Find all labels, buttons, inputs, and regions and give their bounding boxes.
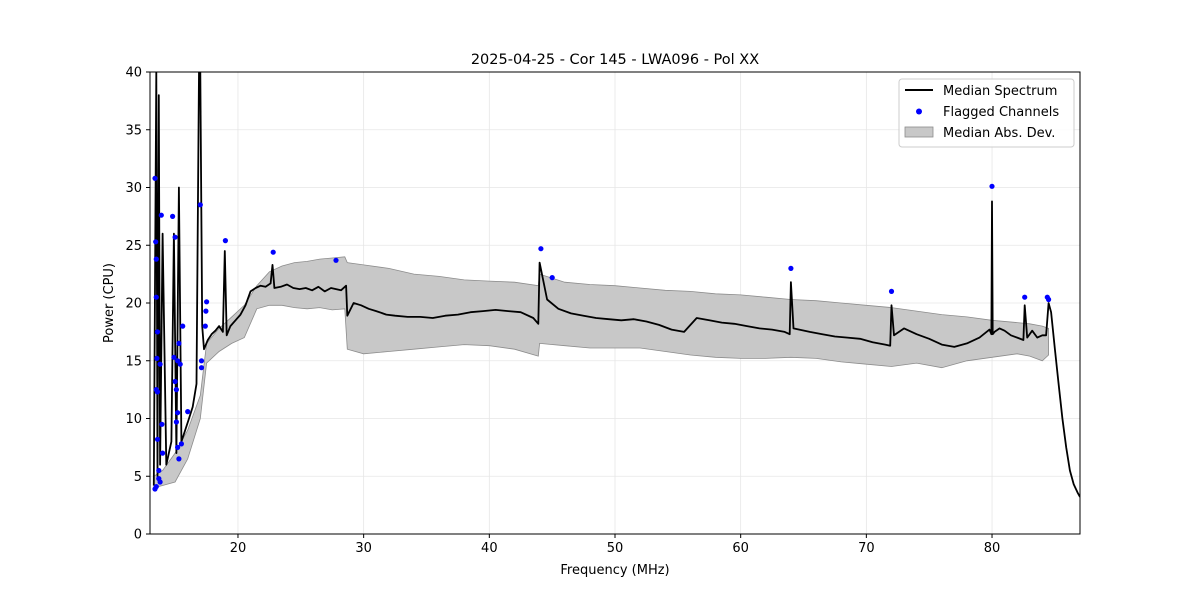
flagged-channel-point <box>176 340 182 346</box>
legend: Median Spectrum Flagged Channels Median … <box>898 78 1075 148</box>
flagged-channel-point <box>154 436 161 442</box>
flagged-channel-point <box>172 234 178 240</box>
flagged-channel-point <box>270 249 276 255</box>
flagged-channel-point <box>185 409 191 415</box>
legend-label-flagged-channels: Flagged Channels <box>943 105 1059 120</box>
y-tick-label: 25 <box>125 239 142 254</box>
flagged-channel-point <box>178 441 184 447</box>
x-tick-label: 80 <box>984 541 1001 556</box>
flagged-channel-point <box>176 456 182 462</box>
x-tick-label: 50 <box>607 541 624 556</box>
y-tick-label: 15 <box>125 354 142 369</box>
flagged-channel-point <box>788 265 794 271</box>
legend-swatch-flagged-channels <box>916 108 922 115</box>
flagged-channel-point <box>175 410 181 416</box>
axis-ticks: 20 30 40 50 60 70 80 0 5 10 15 20 25 30 35 40 <box>125 66 1000 557</box>
flagged-channel-point <box>153 256 159 262</box>
flagged-channel-point <box>160 450 166 456</box>
flagged-channel-point <box>156 467 162 474</box>
x-tick-label: 60 <box>732 541 749 556</box>
median-spectrum-line <box>152 72 1080 498</box>
y-tick-label: 20 <box>125 297 142 312</box>
plot-data <box>152 72 1080 498</box>
flagged-channel-point <box>157 479 163 485</box>
flagged-channel-point <box>154 329 161 335</box>
flagged-channel-point <box>1022 294 1028 300</box>
x-axis-label: Frequency (MHz) <box>560 563 669 578</box>
flagged-channel-point <box>171 354 177 360</box>
flagged-channel-point <box>549 275 555 281</box>
legend-label-median-abs-dev: Median Abs. Dev. <box>943 126 1055 141</box>
flagged-channel-point <box>153 294 159 300</box>
flagged-channel-point <box>333 257 339 263</box>
y-tick-label: 30 <box>125 181 142 196</box>
flagged-channel-point <box>180 323 186 329</box>
flagged-channel-point <box>202 323 208 329</box>
flagged-channel-point <box>153 239 159 245</box>
flagged-channel-point <box>175 444 181 450</box>
legend-swatch-median-abs-dev <box>904 126 934 138</box>
flagged-channel-point <box>157 361 163 367</box>
chart-title: 2025-04-25 - Cor 145 - LWA096 - Pol XX <box>471 52 759 68</box>
flagged-channel-point <box>158 212 164 218</box>
flagged-channel-point <box>1046 296 1052 303</box>
flagged-channel-point <box>159 421 165 427</box>
y-tick-label: 10 <box>125 412 142 427</box>
y-tick-label: 35 <box>125 123 142 138</box>
flagged-channel-point <box>173 387 179 393</box>
flagged-channel-point <box>173 419 179 425</box>
x-tick-label: 20 <box>230 541 247 556</box>
flagged-channel-point <box>152 175 158 181</box>
flagged-channel-point <box>172 378 178 385</box>
flagged-channel-point <box>989 183 995 189</box>
flagged-channel-point <box>152 486 158 492</box>
flagged-channel-point <box>198 365 205 371</box>
y-tick-label: 40 <box>125 66 142 81</box>
flagged-channel-point <box>203 308 209 314</box>
flagged-channel-point <box>154 389 161 395</box>
flagged-channel-point <box>177 361 183 367</box>
median-abs-dev-band <box>153 256 1049 489</box>
y-axis-label: Power (CPU) <box>102 263 117 343</box>
x-tick-label: 40 <box>481 541 498 556</box>
flagged-channel-point <box>888 288 895 294</box>
x-tick-label: 30 <box>355 541 372 556</box>
flagged-channel-point <box>204 299 210 305</box>
flagged-channel-point <box>538 246 544 252</box>
flagged-channel-point <box>198 358 205 364</box>
y-tick-label: 5 <box>134 470 142 485</box>
flagged-channel-point <box>170 213 176 219</box>
flagged-channel-point <box>222 238 228 244</box>
y-tick-label: 0 <box>134 528 142 543</box>
x-tick-label: 70 <box>858 541 875 556</box>
flagged-channel-point <box>197 202 203 208</box>
legend-box <box>898 78 1075 148</box>
flagged-channel-point <box>154 355 160 361</box>
legend-label-median-spectrum: Median Spectrum <box>943 84 1057 99</box>
